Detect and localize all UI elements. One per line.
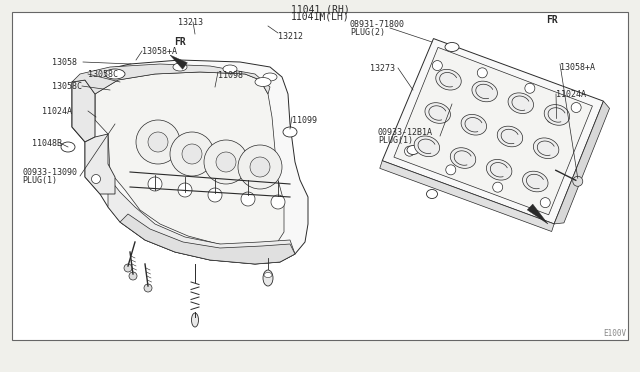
Ellipse shape [425, 103, 451, 124]
Text: E100V: E100V [603, 329, 626, 338]
Ellipse shape [173, 63, 187, 71]
Ellipse shape [255, 77, 271, 87]
Ellipse shape [191, 313, 198, 327]
Circle shape [241, 192, 255, 206]
Circle shape [446, 165, 456, 175]
Circle shape [144, 284, 152, 292]
Circle shape [208, 188, 222, 202]
Text: 08931-71800: 08931-71800 [350, 19, 405, 29]
Polygon shape [95, 72, 284, 248]
Text: 11024A: 11024A [42, 106, 72, 115]
Text: FR: FR [546, 15, 557, 25]
Text: 11048B: 11048B [32, 138, 62, 148]
Ellipse shape [533, 138, 559, 158]
Ellipse shape [407, 145, 419, 154]
Ellipse shape [105, 69, 125, 79]
Polygon shape [527, 204, 548, 224]
Ellipse shape [264, 273, 272, 278]
Text: 11099: 11099 [292, 115, 317, 125]
Polygon shape [108, 177, 295, 264]
Ellipse shape [414, 136, 440, 157]
Polygon shape [72, 80, 95, 142]
Text: 00933-12B1A: 00933-12B1A [378, 128, 433, 137]
Circle shape [238, 145, 282, 189]
Circle shape [571, 103, 581, 112]
Text: 13213: 13213 [178, 17, 203, 26]
Circle shape [178, 183, 192, 197]
Circle shape [170, 132, 214, 176]
Text: 11041M(LH): 11041M(LH) [291, 11, 349, 21]
Ellipse shape [283, 127, 297, 137]
Circle shape [136, 120, 180, 164]
Ellipse shape [263, 270, 273, 286]
Polygon shape [380, 161, 554, 231]
Ellipse shape [508, 93, 534, 113]
Text: 13058+A: 13058+A [560, 62, 595, 71]
Text: 13058+A: 13058+A [142, 46, 177, 55]
Text: 13212: 13212 [278, 32, 303, 41]
Ellipse shape [486, 160, 512, 180]
Text: 11098: 11098 [218, 71, 243, 80]
Circle shape [573, 176, 583, 186]
Circle shape [148, 132, 168, 152]
Ellipse shape [461, 115, 486, 135]
Text: 00933-13090: 00933-13090 [22, 167, 77, 176]
Circle shape [148, 177, 162, 191]
Ellipse shape [544, 105, 570, 125]
Circle shape [477, 68, 487, 78]
Bar [12, 12, 628, 340]
Circle shape [271, 195, 285, 209]
Text: PLUG(1): PLUG(1) [22, 176, 57, 185]
Ellipse shape [263, 73, 277, 81]
Ellipse shape [223, 65, 237, 73]
Circle shape [182, 144, 202, 164]
Circle shape [433, 61, 442, 71]
Polygon shape [170, 55, 188, 69]
Text: 13058C: 13058C [52, 81, 82, 90]
Ellipse shape [436, 70, 461, 90]
Ellipse shape [92, 174, 100, 183]
Text: FR: FR [174, 37, 186, 47]
Polygon shape [394, 47, 593, 215]
Polygon shape [72, 64, 270, 94]
Ellipse shape [497, 126, 523, 147]
Ellipse shape [61, 142, 75, 152]
Circle shape [204, 140, 248, 184]
Circle shape [129, 272, 137, 280]
Ellipse shape [426, 189, 438, 199]
Text: PLUG(1): PLUG(1) [378, 135, 413, 144]
Circle shape [216, 152, 236, 172]
Text: 11041 (RH): 11041 (RH) [291, 4, 349, 14]
Polygon shape [120, 214, 295, 264]
Ellipse shape [547, 114, 556, 123]
Circle shape [540, 198, 550, 208]
Circle shape [525, 83, 535, 93]
Text: 13273: 13273 [370, 64, 395, 73]
Circle shape [404, 146, 415, 156]
Polygon shape [554, 101, 609, 224]
Text: PLUG(2): PLUG(2) [350, 28, 385, 36]
Polygon shape [72, 60, 308, 264]
Ellipse shape [445, 42, 459, 51]
Circle shape [124, 264, 132, 272]
Ellipse shape [472, 81, 497, 102]
Circle shape [493, 182, 502, 192]
Ellipse shape [522, 171, 548, 192]
Ellipse shape [451, 148, 476, 169]
Polygon shape [85, 134, 115, 194]
Text: 13058: 13058 [52, 58, 77, 67]
Polygon shape [382, 39, 604, 224]
Circle shape [250, 157, 270, 177]
Text: 13058C: 13058C [88, 70, 118, 78]
Text: 11024A: 11024A [556, 90, 586, 99]
